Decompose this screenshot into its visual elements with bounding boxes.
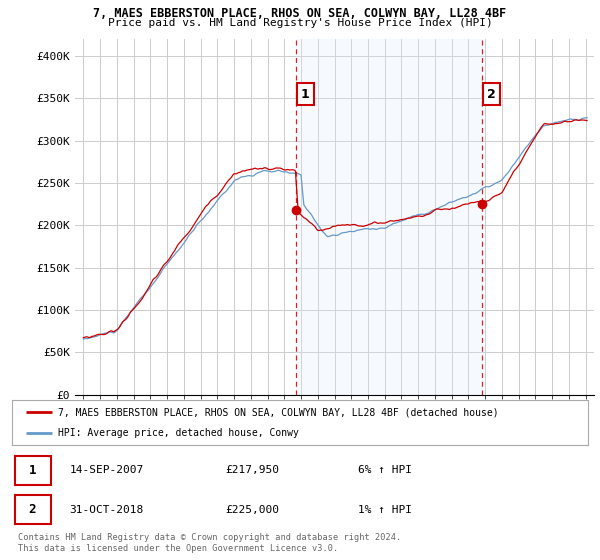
Text: 7, MAES EBBERSTON PLACE, RHOS ON SEA, COLWYN BAY, LL28 4BF (detached house): 7, MAES EBBERSTON PLACE, RHOS ON SEA, CO… <box>58 408 499 418</box>
Text: 6% ↑ HPI: 6% ↑ HPI <box>358 465 412 475</box>
Text: 14-SEP-2007: 14-SEP-2007 <box>70 465 144 475</box>
Text: 31-OCT-2018: 31-OCT-2018 <box>70 505 144 515</box>
Text: 1% ↑ HPI: 1% ↑ HPI <box>358 505 412 515</box>
Text: Price paid vs. HM Land Registry's House Price Index (HPI): Price paid vs. HM Land Registry's House … <box>107 18 493 29</box>
Bar <box>296 39 482 395</box>
Text: Contains HM Land Registry data © Crown copyright and database right 2024.
This d: Contains HM Land Registry data © Crown c… <box>18 533 401 553</box>
FancyBboxPatch shape <box>15 496 50 524</box>
Text: 1: 1 <box>301 88 310 101</box>
Text: 2: 2 <box>487 88 496 101</box>
FancyBboxPatch shape <box>15 456 50 484</box>
Text: 1: 1 <box>28 464 36 477</box>
Text: £225,000: £225,000 <box>225 505 279 515</box>
Text: HPI: Average price, detached house, Conwy: HPI: Average price, detached house, Conw… <box>58 428 299 438</box>
Text: £217,950: £217,950 <box>225 465 279 475</box>
Text: 7, MAES EBBERSTON PLACE, RHOS ON SEA, COLWYN BAY, LL28 4BF: 7, MAES EBBERSTON PLACE, RHOS ON SEA, CO… <box>94 7 506 20</box>
Text: 2: 2 <box>28 503 36 516</box>
